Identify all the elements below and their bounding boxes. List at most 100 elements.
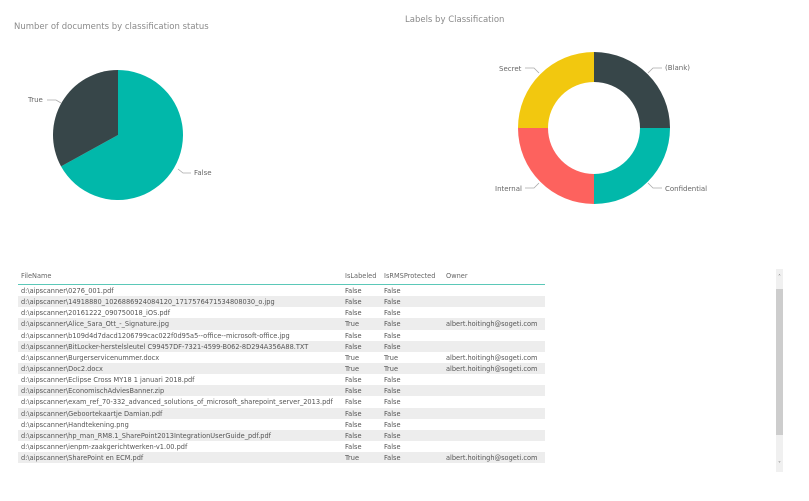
- cell-filename: d:\aipscanner\BitLocker-herstelsleutel C…: [21, 342, 309, 351]
- cell-filename: d:\aipscanner\EconomischAdviesBanner.zip: [21, 387, 165, 396]
- cell-filename: d:\aipscanner\Geboortekaartje Damian.pdf: [21, 409, 163, 418]
- table-row[interactable]: d:\aipscanner\ienpm-zaakgerichtwerken-v1…: [18, 441, 545, 452]
- table-scrollbar[interactable]: ˄ ˅: [776, 269, 783, 472]
- cell-isrmsprotected: True: [384, 353, 399, 362]
- table-row[interactable]: d:\aipscanner\Geboortekaartje Damian.pdf…: [18, 407, 545, 419]
- cell-islabeled: False: [345, 442, 362, 451]
- cell-owner: albert.hoitingh@sogeti.com: [446, 353, 538, 362]
- cell-islabeled: False: [345, 431, 362, 440]
- table-row[interactable]: d:\aipscanner\Doc2.docx True True albert.ho…: [18, 362, 545, 375]
- pie-label-false: False: [194, 169, 212, 177]
- leader-line-internal: [525, 182, 540, 189]
- leader-line-blank: [647, 67, 662, 74]
- table-row[interactable]: d:\aipscanner\0276_001.pdf False False: [18, 285, 545, 296]
- pie-slice-false[interactable]: [61, 70, 183, 200]
- scroll-down-icon[interactable]: ˅: [778, 461, 781, 468]
- table-row[interactable]: d:\aipscanner\b109d4d7dacd1206799cac022f…: [18, 330, 545, 341]
- cell-filename: d:\aipscanner\20161222_090750018_iOS.pdf: [21, 309, 171, 318]
- pie-label-true: True: [27, 96, 43, 104]
- cell-isrmsprotected: False: [384, 387, 401, 396]
- donut-slice-confidential[interactable]: [594, 128, 670, 204]
- cell-filename: d:\aipscanner\hp_man_RM8.1_SharePoint201…: [21, 431, 271, 440]
- table-row[interactable]: d:\aipscanner\BitLocker-herstelsleutel C…: [18, 340, 545, 352]
- donut-chart: (Blank) Confidential Internal Secret: [495, 52, 707, 204]
- cell-islabeled: False: [345, 376, 362, 385]
- column-header-owner[interactable]: Owner: [446, 272, 468, 280]
- table-row[interactable]: d:\aipscanner\Handtekening.png False False: [18, 419, 545, 430]
- donut-label-confidential: Confidential: [665, 185, 707, 193]
- pie-chart-title: Number of documents by classification st…: [14, 22, 209, 32]
- cell-islabeled: False: [345, 398, 362, 407]
- table-row[interactable]: d:\aipscanner\SharePoint en ECM.pdf True F…: [18, 452, 545, 464]
- cell-isrmsprotected: False: [384, 398, 401, 407]
- cell-filename: d:\aipscanner\Eclipse Cross MY18 1 janua…: [21, 376, 195, 385]
- cell-filename: d:\aipscanner\exam_ref_70-332_advanced_s…: [21, 398, 333, 407]
- table-row[interactable]: d:\aipscanner\exam_ref_70-332_advanced_s…: [18, 396, 545, 407]
- cell-isrmsprotected: False: [384, 331, 401, 340]
- cell-isrmsprotected: False: [384, 298, 401, 307]
- column-header-islabeled[interactable]: IsLabeled: [345, 272, 377, 280]
- cell-filename: d:\aipscanner\0276_001.pdf: [21, 287, 114, 295]
- column-header-filename[interactable]: FileName: [21, 272, 52, 280]
- scroll-up-icon[interactable]: ˄: [778, 274, 781, 281]
- table-row[interactable]: d:\aipscanner\Alice_Sara_Ott_-_Signature…: [18, 318, 545, 330]
- cell-isrmsprotected: False: [384, 454, 401, 463]
- table-row[interactable]: d:\aipscanner\14918880_1026886924084120_…: [18, 296, 545, 308]
- cell-islabeled: False: [345, 409, 362, 418]
- table-row[interactable]: d:\aipscanner\hp_man_RM8.1_SharePoint201…: [18, 429, 545, 441]
- donut-slice-blank[interactable]: [594, 52, 670, 128]
- donut-label-blank: (Blank): [665, 64, 690, 72]
- cell-filename: d:\aipscanner\14918880_1026886924084120_…: [21, 298, 275, 307]
- cell-islabeled: False: [345, 298, 362, 307]
- donut-slice-secret[interactable]: [518, 52, 594, 128]
- cell-isrmsprotected: True: [384, 364, 399, 373]
- cell-isrmsprotected: False: [384, 420, 401, 429]
- cell-islabeled: False: [345, 287, 362, 295]
- table-row[interactable]: d:\aipscanner\Eclipse Cross MY18 1 janua…: [18, 374, 545, 385]
- documents-table: FileName IsLabeled IsRMSProtected Owner …: [18, 268, 545, 464]
- cell-filename: d:\aipscanner\Alice_Sara_Ott_-_Signature…: [21, 320, 170, 329]
- cell-filename: d:\aipscanner\ienpm-zaakgerichtwerken-v1…: [21, 442, 188, 451]
- donut-slice-internal[interactable]: [518, 128, 594, 204]
- cell-isrmsprotected: False: [384, 442, 401, 451]
- table-row[interactable]: d:\aipscanner\Burgerservicenummer.docx Tr…: [18, 352, 545, 363]
- donut-label-secret: Secret: [499, 65, 522, 73]
- cell-filename: d:\aipscanner\Burgerservicenummer.docx: [21, 353, 160, 362]
- charts-canvas: True False (Blank) Confidential Internal…: [27, 52, 707, 204]
- cell-owner: albert.hoitingh@sogeti.com: [446, 320, 538, 329]
- scroll-thumb[interactable]: [776, 289, 783, 435]
- cell-filename: d:\aipscanner\Doc2.docx: [21, 364, 103, 373]
- cell-isrmsprotected: False: [384, 431, 401, 440]
- cell-isrmsprotected: False: [384, 287, 401, 295]
- cell-isrmsprotected: False: [384, 376, 401, 385]
- leader-line-secret: [525, 67, 540, 74]
- cell-islabeled: True: [345, 364, 360, 373]
- table-row[interactable]: d:\aipscanner\20161222_090750018_iOS.pdf…: [18, 307, 545, 318]
- cell-islabeled: True: [345, 454, 360, 463]
- table-body: d:\aipscanner\0276_001.pdf False False d:\a…: [18, 285, 545, 464]
- cell-filename: d:\aipscanner\SharePoint en ECM.pdf: [21, 454, 144, 463]
- cell-owner: albert.hoitingh@sogeti.com: [446, 364, 538, 373]
- cell-islabeled: False: [345, 342, 362, 351]
- cell-islabeled: False: [345, 331, 362, 340]
- donut-label-internal: Internal: [495, 185, 522, 193]
- cell-isrmsprotected: False: [384, 342, 401, 351]
- cell-filename: d:\aipscanner\Handtekening.png: [21, 420, 129, 429]
- column-header-isrmsprotected[interactable]: IsRMSProtected: [384, 272, 436, 280]
- cell-islabeled: False: [345, 387, 362, 396]
- cell-islabeled: False: [345, 420, 362, 429]
- cell-isrmsprotected: False: [384, 309, 401, 318]
- leader-line-true: [47, 99, 62, 104]
- pie-chart: True False: [27, 70, 212, 200]
- leader-line-false: [177, 168, 191, 174]
- donut-chart-title: Labels by Classification: [405, 15, 505, 25]
- cell-filename: d:\aipscanner\b109d4d7dacd1206799cac022f…: [21, 331, 290, 340]
- leader-line-confidential: [647, 182, 662, 189]
- pie-slice-true[interactable]: [52, 70, 119, 167]
- table-header: FileName IsLabeled IsRMSProtected Owner: [18, 268, 545, 285]
- cell-islabeled: True: [345, 320, 360, 329]
- cell-islabeled: False: [345, 309, 362, 318]
- table-row[interactable]: d:\aipscanner\EconomischAdviesBanner.zip…: [18, 385, 545, 397]
- cell-owner: albert.hoitingh@sogeti.com: [446, 454, 538, 463]
- cell-islabeled: True: [345, 353, 360, 362]
